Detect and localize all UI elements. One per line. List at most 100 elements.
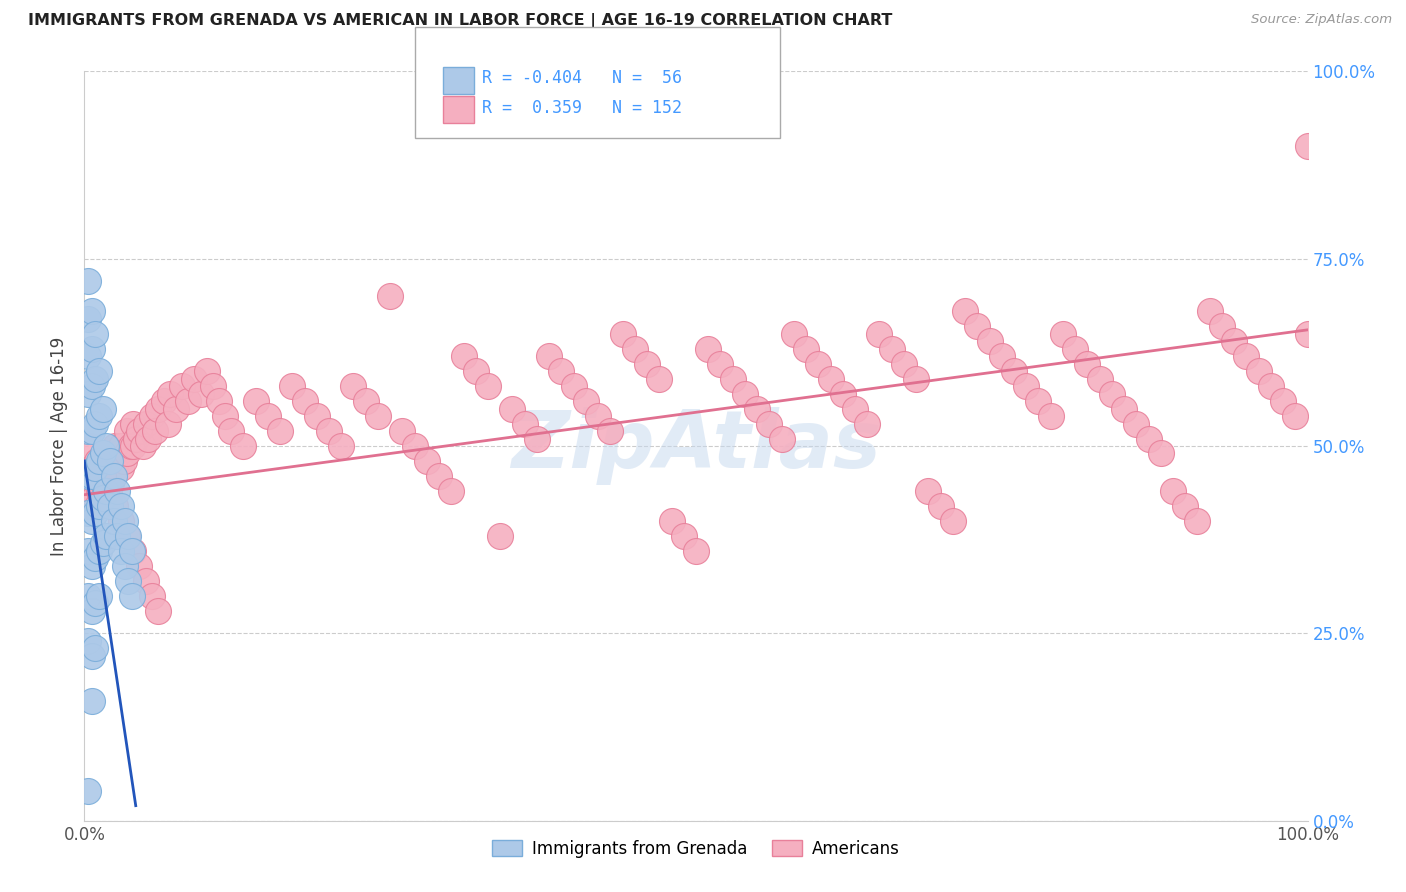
Point [1296, 326, 1319, 341]
Point [538, 349, 561, 363]
Point [96, 483, 118, 498]
Point [172, 379, 194, 393]
Point [77, 633, 100, 648]
Point [1002, 364, 1025, 378]
Point [110, 499, 132, 513]
Point [1064, 342, 1087, 356]
Point [91, 469, 114, 483]
Point [84, 417, 107, 431]
Point [794, 342, 817, 356]
Point [96, 461, 118, 475]
Point [100, 476, 122, 491]
Point [1076, 357, 1098, 371]
Point [807, 357, 830, 371]
Point [208, 394, 231, 409]
Point [98, 454, 121, 468]
Point [380, 289, 402, 303]
Point [159, 386, 181, 401]
Point [79, 483, 101, 498]
Point [1174, 499, 1197, 513]
Point [869, 326, 891, 341]
Point [80, 469, 103, 483]
Point [91, 446, 114, 460]
Point [136, 432, 159, 446]
Point [143, 424, 166, 438]
Point [77, 274, 100, 288]
Point [1284, 409, 1306, 423]
Point [183, 371, 205, 385]
Point [354, 394, 377, 409]
Point [117, 529, 139, 543]
Point [77, 783, 100, 797]
Point [453, 349, 475, 363]
Point [1028, 394, 1050, 409]
Point [367, 409, 389, 423]
Point [880, 342, 903, 356]
Point [91, 476, 114, 491]
Point [80, 514, 103, 528]
Point [783, 326, 806, 341]
Point [330, 439, 353, 453]
Point [110, 514, 132, 528]
Point [427, 469, 450, 483]
Point [219, 424, 242, 438]
Point [91, 401, 114, 416]
Point [979, 334, 1001, 348]
Point [477, 379, 499, 393]
Point [112, 454, 135, 468]
Point [624, 342, 647, 356]
Point [104, 439, 127, 453]
Point [685, 544, 707, 558]
Point [86, 476, 108, 491]
Point [87, 364, 110, 378]
Point [599, 424, 621, 438]
Point [612, 326, 634, 341]
Point [87, 499, 110, 513]
Point [103, 469, 125, 483]
Point [1236, 349, 1258, 363]
Point [966, 319, 988, 334]
Point [107, 446, 129, 460]
Point [86, 454, 108, 468]
Point [1296, 139, 1319, 153]
Point [77, 507, 100, 521]
Point [905, 371, 928, 385]
Point [77, 349, 100, 363]
Point [489, 529, 512, 543]
Legend: Immigrants from Grenada, Americans: Immigrants from Grenada, Americans [485, 833, 907, 864]
Point [721, 371, 744, 385]
Point [562, 379, 585, 393]
Point [104, 499, 127, 513]
Point [214, 409, 236, 423]
Point [190, 386, 212, 401]
Point [84, 551, 107, 566]
Point [953, 304, 976, 318]
Point [87, 483, 110, 498]
Point [83, 461, 105, 475]
Point [80, 604, 103, 618]
Point [84, 371, 107, 385]
Point [80, 558, 103, 573]
Point [103, 514, 125, 528]
Point [245, 394, 267, 409]
Point [80, 342, 103, 356]
Point [80, 424, 103, 438]
Point [105, 483, 128, 498]
Point [758, 417, 780, 431]
Point [87, 454, 110, 468]
Point [929, 499, 952, 513]
Point [257, 409, 280, 423]
Point [820, 371, 842, 385]
Point [146, 604, 169, 618]
Point [1015, 379, 1038, 393]
Point [648, 371, 671, 385]
Point [146, 401, 169, 416]
Text: Source: ZipAtlas.com: Source: ZipAtlas.com [1251, 13, 1392, 27]
Point [86, 499, 108, 513]
Point [84, 596, 107, 610]
Point [416, 454, 439, 468]
Point [87, 409, 110, 423]
Point [342, 379, 364, 393]
Point [1272, 394, 1295, 409]
Point [135, 417, 157, 431]
